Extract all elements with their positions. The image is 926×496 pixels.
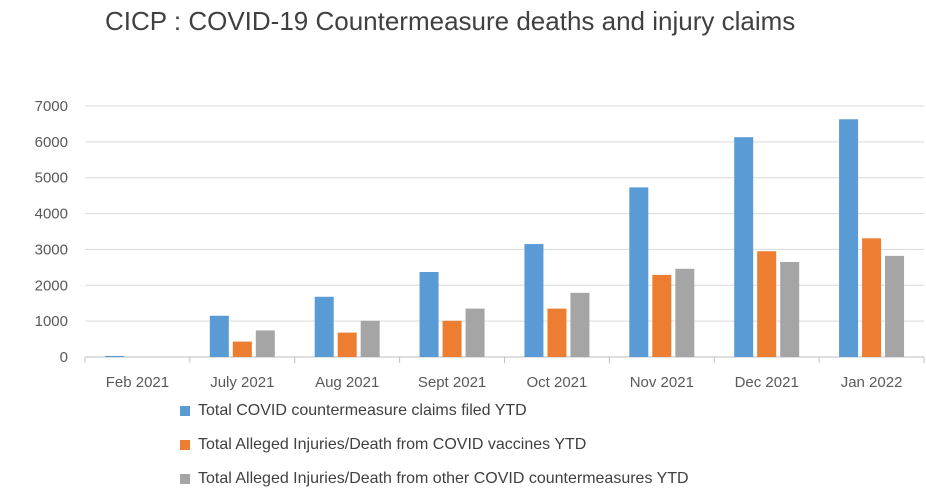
x-tick-label: Jan 2022 xyxy=(841,374,903,391)
bar xyxy=(862,238,882,357)
x-tick-label: July 2021 xyxy=(210,374,274,391)
bar xyxy=(570,292,590,357)
legend-item-vaccine-injuries: Total Alleged Injuries/Death from COVID … xyxy=(180,428,689,462)
bar xyxy=(524,244,544,357)
y-tick-label: 7000 xyxy=(35,98,68,115)
x-tick-label: Sept 2021 xyxy=(418,374,486,391)
y-tick-label: 3000 xyxy=(35,241,68,258)
bar xyxy=(839,119,859,357)
bar xyxy=(104,355,124,357)
legend-label-vaccine-injuries: Total Alleged Injuries/Death from COVID … xyxy=(198,436,587,453)
legend-item-claims-filed: Total COVID countermeasure claims filed … xyxy=(180,394,689,428)
bar xyxy=(547,308,567,357)
bar xyxy=(629,187,649,357)
chart-legend: Total COVID countermeasure claims filed … xyxy=(180,394,689,496)
bar xyxy=(419,272,439,357)
bar xyxy=(885,255,905,357)
bar xyxy=(675,268,695,357)
bar xyxy=(360,320,380,357)
legend-label-other-countermeasure-injuries: Total Alleged Injuries/Death from other … xyxy=(198,470,689,487)
x-tick-label: Dec 2021 xyxy=(735,374,799,391)
legend-swatch-vaccine-injuries xyxy=(180,440,190,450)
legend-swatch-other-countermeasure-injuries xyxy=(180,474,190,484)
legend-item-other-countermeasure-injuries: Total Alleged Injuries/Death from other … xyxy=(180,462,689,496)
bar xyxy=(780,261,800,357)
y-tick-label: 5000 xyxy=(35,170,68,187)
x-tick-label: Feb 2021 xyxy=(106,374,169,391)
bar xyxy=(734,137,754,357)
bar xyxy=(232,341,252,357)
y-tick-label: 0 xyxy=(60,349,68,366)
chart-title: CICP : COVID-19 Countermeasure deaths an… xyxy=(105,6,796,36)
y-tick-label: 2000 xyxy=(35,277,68,294)
bar xyxy=(652,274,672,357)
bar xyxy=(465,308,485,357)
y-tick-label: 1000 xyxy=(35,313,68,330)
y-tick-label: 6000 xyxy=(35,134,68,151)
bar xyxy=(337,332,357,357)
legend-swatch-claims-filed xyxy=(180,406,190,416)
bar xyxy=(757,251,777,357)
bar xyxy=(442,320,462,357)
bar xyxy=(255,330,275,357)
legend-label-claims-filed: Total COVID countermeasure claims filed … xyxy=(198,402,527,419)
x-tick-label: Aug 2021 xyxy=(315,374,379,391)
y-tick-label: 4000 xyxy=(35,206,68,223)
bar xyxy=(314,296,334,357)
x-tick-label: Oct 2021 xyxy=(527,374,588,391)
x-tick-label: Nov 2021 xyxy=(630,374,694,391)
bar xyxy=(209,315,229,357)
